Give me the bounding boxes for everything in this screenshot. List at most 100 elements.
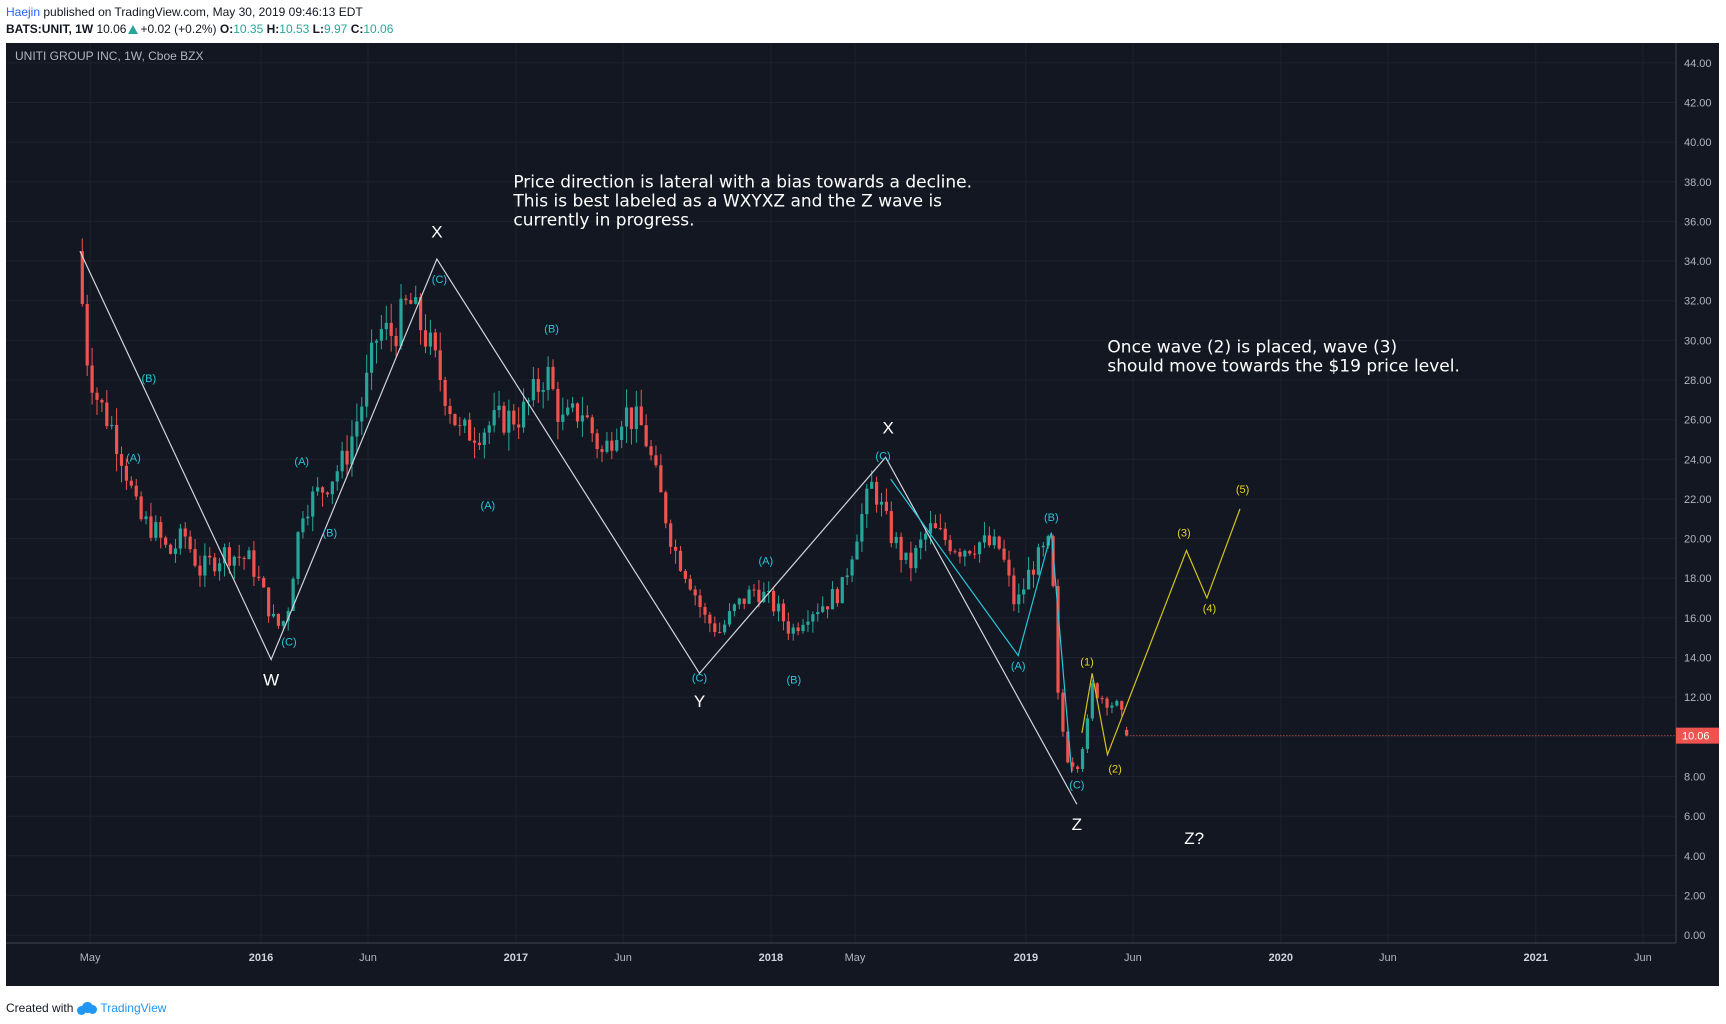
candle-body — [1031, 569, 1036, 575]
candle-body — [865, 488, 869, 515]
candle-body — [129, 480, 133, 486]
price-tick-label: 32.00 — [1684, 296, 1712, 308]
price-chart[interactable]: X W Y X Z Z? (B) (A) (C) (A) (B) (C) (A) (B) (C) (A) (B)… — [6, 43, 1719, 986]
candle-body — [345, 450, 349, 465]
candle-body — [301, 518, 305, 533]
candle-body — [340, 450, 344, 472]
candle-body — [997, 536, 1001, 549]
price-tick-label: 18.00 — [1684, 573, 1712, 585]
candle-body — [507, 410, 511, 433]
candle-body — [237, 556, 241, 558]
wave-label: (B) — [786, 674, 801, 686]
candle-body — [605, 440, 609, 452]
text-annotations: Price direction is lateral with a bias t… — [512, 173, 1459, 377]
last-price-tag: 10.06 — [1130, 727, 1719, 744]
candle-body — [821, 606, 825, 612]
time-tick-label: Jun — [359, 952, 377, 964]
candle-body — [1061, 692, 1065, 732]
symbol-label: BATS:UNIT, 1W — [6, 22, 94, 36]
candle-body — [571, 403, 575, 408]
candle-body — [203, 555, 207, 576]
candle-body — [1066, 731, 1070, 763]
candle-body — [1100, 698, 1104, 700]
candle-body — [178, 528, 182, 549]
price-tick-label: 34.00 — [1684, 256, 1712, 268]
candle-body — [855, 541, 859, 560]
candle-body — [634, 406, 638, 429]
candle-body — [968, 550, 972, 554]
price-tick-label: 20.00 — [1684, 534, 1712, 546]
candle-body — [468, 419, 472, 441]
time-tick-label: Jun — [614, 952, 632, 964]
price-tick-label: 6.00 — [1684, 811, 1705, 823]
candle-body — [732, 604, 737, 612]
candle-body — [1105, 698, 1109, 708]
price-axis[interactable] — [1676, 43, 1719, 943]
candle-body — [982, 535, 987, 543]
candle-body — [1071, 762, 1075, 767]
price-tick-label: 22.00 — [1684, 494, 1712, 506]
candle-body — [703, 607, 707, 615]
candle-body — [546, 366, 550, 391]
candle-body — [448, 406, 452, 415]
candle-body — [874, 481, 879, 505]
wave-label: Z — [1072, 815, 1082, 834]
candle-body — [463, 419, 467, 426]
candle-body — [232, 556, 236, 566]
candle-body — [1022, 589, 1026, 595]
wave-label: (A) — [758, 555, 773, 567]
wave-label: X — [882, 419, 893, 438]
candle-body — [1076, 766, 1080, 769]
low-value: 9.97 — [323, 22, 348, 36]
author-link[interactable]: Haejin — [6, 5, 41, 19]
wave-label: (A) — [1011, 660, 1026, 672]
candle-body — [1002, 548, 1006, 560]
candle-body — [767, 590, 771, 592]
tradingview-logo-icon — [77, 1001, 98, 1015]
price-tick-label: 24.00 — [1684, 454, 1712, 466]
candle-body — [134, 485, 138, 497]
candle-body — [933, 523, 938, 529]
candle-body — [943, 528, 947, 541]
price-tick-label: 14.00 — [1684, 653, 1712, 665]
candle-body — [953, 551, 957, 553]
candle-body — [115, 424, 119, 455]
chart-pane[interactable]: X W Y X Z Z? (B) (A) (C) (A) (B) (C) (A) (B) (C) (A) (B)… — [6, 43, 1719, 986]
candle-body — [477, 442, 482, 445]
candle-body — [159, 522, 163, 538]
candle-body — [1080, 749, 1085, 769]
candle-body — [242, 557, 246, 560]
price-tick-label: 40.00 — [1684, 137, 1712, 149]
candle-body — [208, 555, 212, 558]
candle-body — [816, 611, 820, 615]
candle-body — [914, 547, 918, 569]
candle-body — [443, 380, 447, 407]
candle-body — [781, 603, 786, 622]
annotation-text-line: Once wave (2) is placed, wave (3) — [1107, 337, 1397, 357]
candle-body — [610, 440, 614, 451]
tradingview-link[interactable]: TradingView — [100, 1001, 167, 1015]
chart-title: UNITI GROUP INC, 1W, Cboe BZX — [15, 49, 203, 63]
time-axis[interactable] — [6, 943, 1719, 986]
candle-body — [487, 425, 491, 433]
candle-body — [585, 415, 589, 418]
candle-body — [688, 578, 692, 590]
candle-body — [536, 378, 540, 392]
wave-label: (B) — [544, 323, 559, 335]
candle-body — [281, 621, 285, 626]
time-tick-label: 2017 — [504, 952, 528, 964]
candle-body — [1110, 705, 1114, 708]
wave-label: (2) — [1108, 764, 1121, 776]
candle-body — [286, 611, 290, 622]
candle-body — [252, 550, 256, 577]
open-label: O: — [219, 22, 234, 36]
candle-body — [840, 577, 844, 604]
candle-body — [1046, 536, 1050, 546]
candle-body — [222, 547, 227, 564]
price-tick-label: 4.00 — [1684, 851, 1705, 863]
candle-body — [217, 563, 222, 572]
candle-body — [423, 330, 428, 347]
candle-body — [791, 627, 795, 634]
wave-line-white — [79, 250, 1078, 805]
candle-body — [497, 405, 501, 411]
